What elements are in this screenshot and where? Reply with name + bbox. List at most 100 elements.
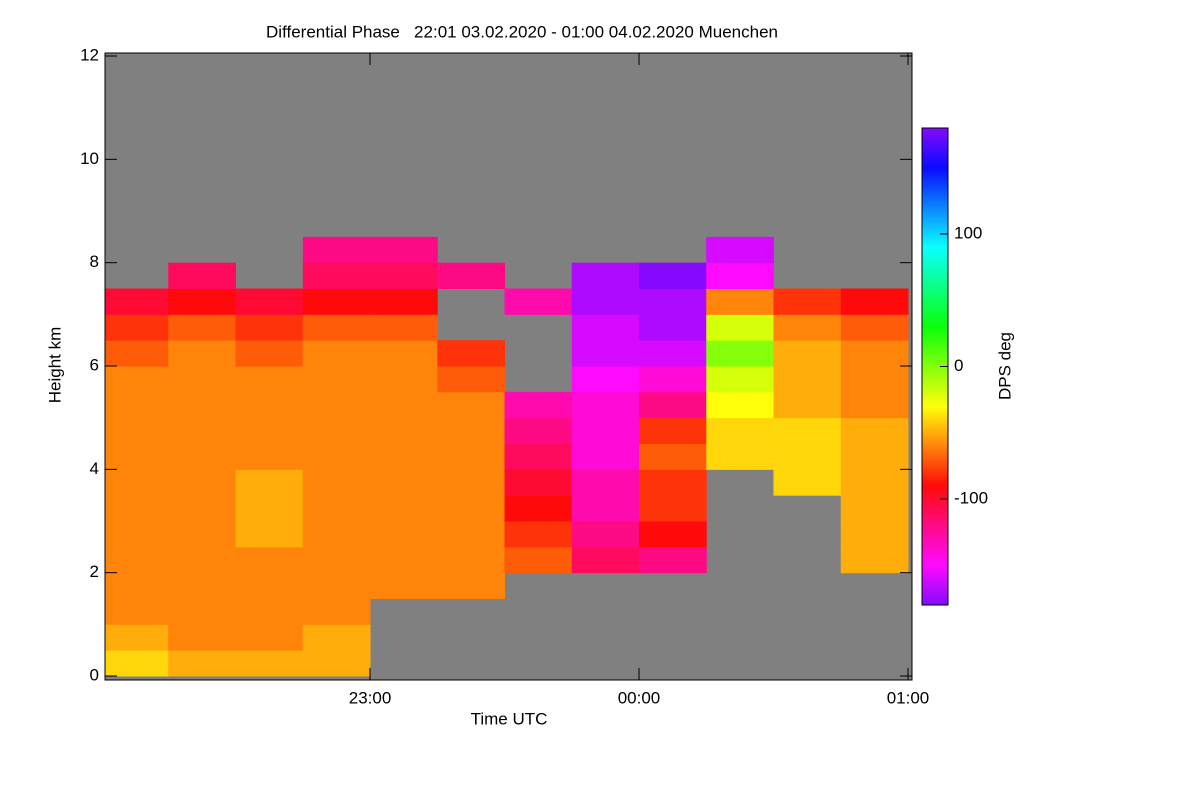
heatmap-cell [168, 391, 237, 419]
heatmap-cell [706, 391, 775, 419]
heatmap-cell [370, 469, 438, 496]
heatmap-cell [235, 598, 304, 625]
y-axis-label: Height km [45, 327, 64, 404]
heatmap-cell [168, 288, 237, 315]
heatmap-cell [840, 495, 909, 522]
heatmap-cell [370, 417, 438, 444]
heatmap-cell [773, 288, 842, 315]
heatmap-cell [437, 495, 506, 522]
x-tick-label: 01:00 [887, 688, 930, 707]
heatmap-cell [437, 469, 506, 496]
heatmap-cell [504, 443, 573, 470]
heatmap-cell [639, 521, 707, 548]
heatmap-cell [504, 391, 573, 419]
x-axis-label: Time UTC [471, 709, 548, 728]
heatmap-cell [370, 546, 438, 574]
heatmap-cell [571, 391, 640, 419]
heatmap-cell [105, 650, 169, 677]
heatmap-cell [840, 340, 909, 367]
heatmap-cell [437, 521, 506, 548]
heatmap-cell [370, 443, 438, 470]
heatmap-cell [235, 469, 304, 496]
heatmap-cell [302, 572, 371, 599]
heatmap-cell [302, 288, 371, 315]
heatmap-cell [168, 624, 237, 651]
colorbar-tick-label: 0 [954, 356, 963, 375]
y-tick-label: 6 [90, 355, 99, 374]
heatmap-cell [504, 417, 573, 444]
heatmap-cell [840, 366, 909, 393]
axes: 0 2 4 6 8 10 12 23:00 00:00 01:00 [80, 45, 929, 707]
heatmap-cell [639, 366, 707, 393]
heatmap-cell [302, 650, 371, 677]
heatmap-cell [302, 469, 371, 496]
heatmap-cell [235, 443, 304, 470]
heatmap-cell [302, 624, 371, 651]
heatmap-cell [706, 236, 775, 264]
heatmap-cell [571, 443, 640, 470]
heatmap-cell [168, 650, 237, 677]
x-tick-label: 00:00 [618, 688, 661, 707]
heatmap-cell [235, 288, 304, 315]
heatmap-cell [105, 314, 169, 341]
heatmap-cell [235, 650, 304, 677]
heatmap-cell [235, 572, 304, 599]
heatmap-cell [639, 469, 707, 496]
heatmap-cell [571, 314, 640, 341]
heatmap-cell [706, 443, 775, 470]
colorbar-tick-label: 100 [954, 223, 982, 242]
heatmap-cell [370, 495, 438, 522]
y-tick-label: 8 [90, 252, 99, 271]
heatmap-cell [105, 598, 169, 625]
heatmap-cell [168, 469, 237, 496]
heatmap-cell [437, 546, 506, 574]
heatmap-cell [302, 340, 371, 367]
heatmap-cell [105, 469, 169, 496]
heatmap-cell [840, 469, 909, 496]
heatmap-cell [773, 366, 842, 393]
heatmap-cell [302, 598, 371, 625]
heatmap-cell [504, 521, 573, 548]
heatmap-cell [105, 288, 169, 315]
heatmap-cell [773, 417, 842, 444]
heatmap-cell [571, 340, 640, 367]
heatmap-cell [437, 262, 506, 289]
heatmap-cell [571, 495, 640, 522]
heatmap-cell [773, 391, 842, 419]
heatmap-cell [105, 443, 169, 470]
heatmap-cell [168, 521, 237, 548]
heatmap-cell [370, 521, 438, 548]
heatmap-cell [504, 288, 573, 315]
heatmap-cell [706, 340, 775, 367]
heatmap-cell [302, 521, 371, 548]
y-tick-label: 0 [90, 665, 99, 684]
heatmap-cell [840, 443, 909, 470]
heatmap-cell [235, 340, 304, 367]
heatmap-cell [437, 417, 506, 444]
heatmap-cell [437, 366, 506, 393]
heatmap-cell [437, 443, 506, 470]
x-tick-label: 23:00 [349, 688, 392, 707]
heatmap-cell [168, 262, 237, 289]
heatmap-cell [639, 288, 707, 315]
chart-title: Differential Phase 22:01 03.02.2020 - 01… [266, 22, 778, 41]
y-tick-label: 2 [90, 562, 99, 581]
heatmap-cell [370, 340, 438, 367]
heatmap-cell [706, 262, 775, 289]
heatmap-cell [370, 366, 438, 393]
heatmap-cell [168, 417, 237, 444]
heatmap-cell [168, 366, 237, 393]
heatmap-cell [168, 572, 237, 599]
colorbar-label: DPS deg [995, 332, 1014, 400]
heatmap-cell [302, 443, 371, 470]
heatmap-cell [370, 236, 438, 264]
heatmap-cell [105, 546, 169, 574]
heatmap-cell [168, 340, 237, 367]
heatmap-cell [571, 521, 640, 548]
heatmap-cell [706, 366, 775, 393]
heatmap-cell [639, 391, 707, 419]
heatmap-cell [168, 314, 237, 341]
heatmap-cell [235, 366, 304, 393]
heatmap-cell [840, 546, 909, 574]
heatmap-cell [168, 546, 237, 574]
